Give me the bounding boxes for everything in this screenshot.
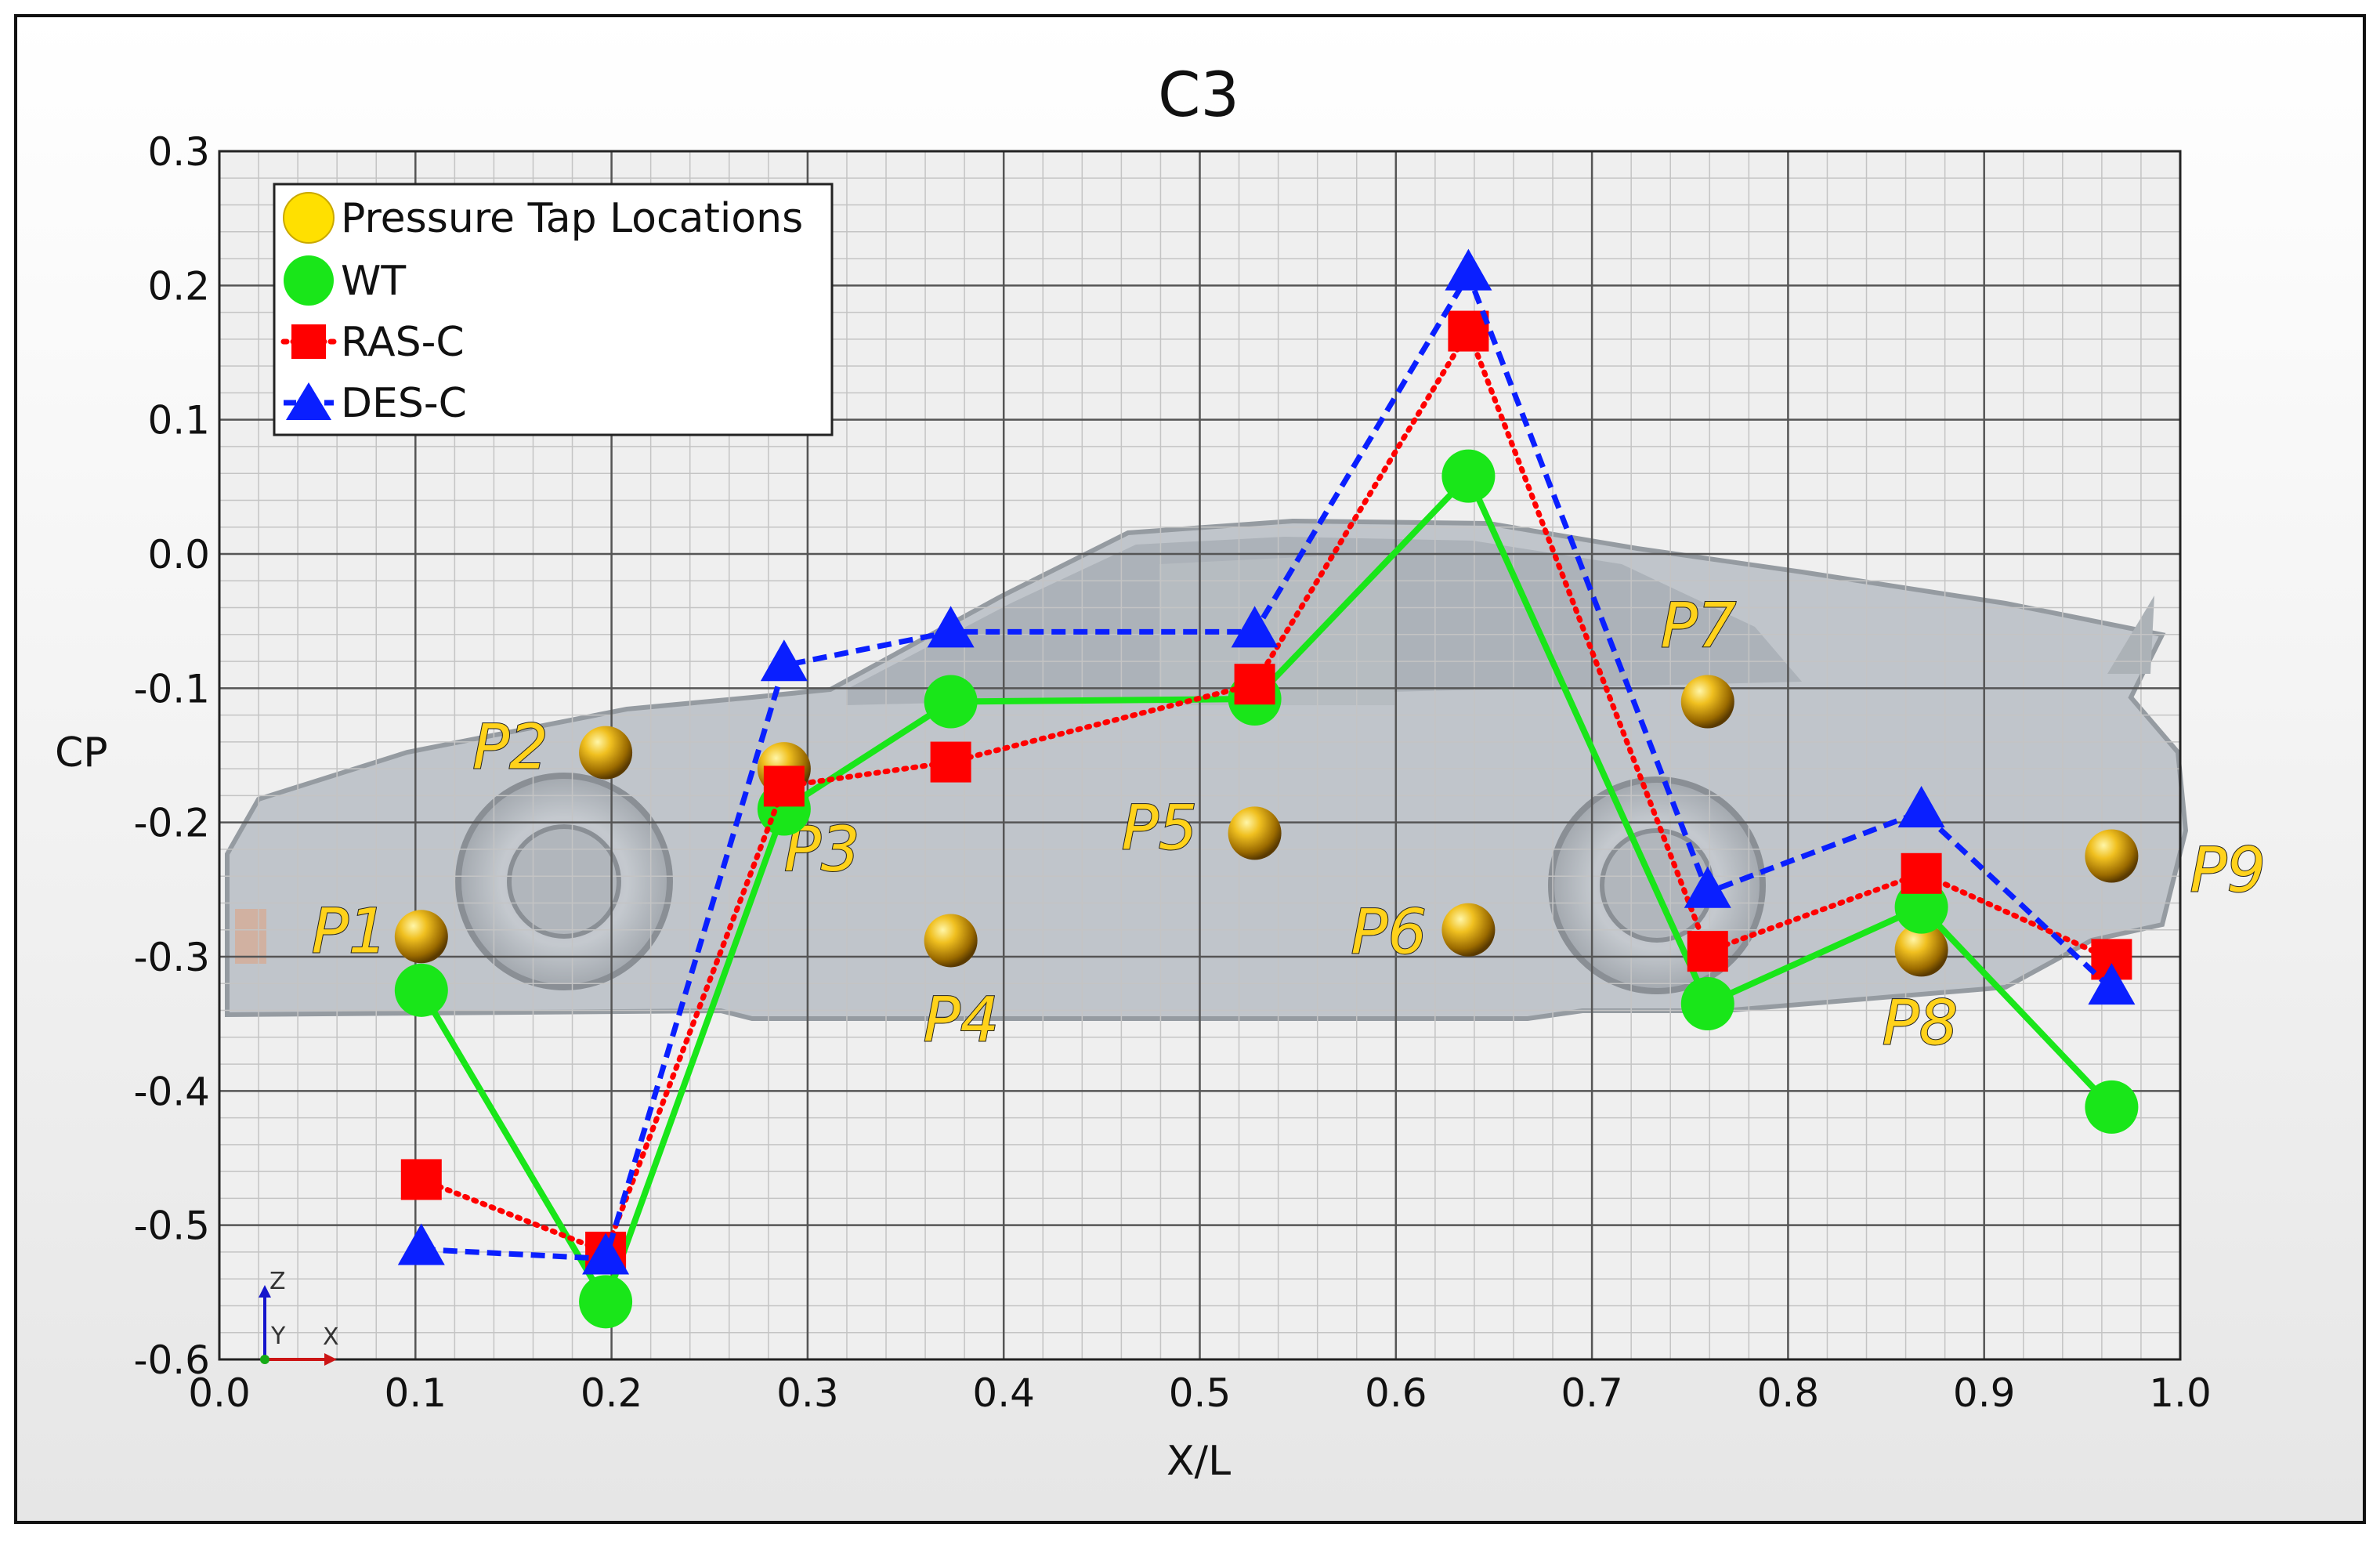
x-tick-label: 0.8 (1757, 1370, 1820, 1416)
pressure-tap-label: P6 (1351, 898, 1427, 968)
x-tick-label: 0.2 (581, 1370, 643, 1416)
plot-border (218, 150, 2182, 1361)
point-des-c (1684, 866, 1731, 908)
triad-y-label: Y (270, 1323, 286, 1350)
point-wt (924, 675, 978, 729)
legend-wt-marker (284, 255, 334, 306)
pressure-tap-p8 (1894, 923, 1948, 977)
pressure-tap-p4 (924, 914, 978, 968)
front-light (235, 909, 266, 964)
point-des-c (1231, 606, 1279, 648)
legend-label-ras: RAS-C (341, 319, 465, 366)
pressure-tap-label: P5 (1122, 793, 1198, 863)
pressure-tap-label: P4 (924, 985, 1000, 1055)
x-tick-label: 0.3 (776, 1370, 839, 1416)
y-tick-label: -0.3 (133, 935, 210, 980)
x-tick-label: 0.4 (972, 1370, 1035, 1416)
y-tick-label: 0.0 (147, 532, 210, 577)
point-ras-c (763, 766, 805, 807)
x-tick-label: 0.1 (385, 1370, 447, 1416)
point-des-c (760, 639, 808, 682)
front-hub (507, 824, 621, 939)
legend-des-marker (286, 382, 331, 420)
point-des-c (927, 606, 975, 648)
pressure-tap-p6 (1441, 903, 1496, 957)
point-ras-c (930, 741, 971, 783)
x-tick-label: 0.5 (1169, 1370, 1232, 1416)
x-tick-label: 0.7 (1561, 1370, 1623, 1416)
x-axis-label: X/L (1166, 1438, 1231, 1485)
pressure-tap-p9 (2085, 829, 2139, 883)
legend-label-taps: Pressure Tap Locations (341, 195, 803, 242)
y-tick-label: 0.1 (147, 398, 210, 443)
legend-ras-marker (291, 324, 326, 359)
y-tick-label: -0.6 (133, 1337, 210, 1383)
car-door-mesh (1159, 552, 1394, 705)
point-wt (579, 1275, 633, 1329)
x-tick-label: 1.0 (2149, 1370, 2212, 1416)
y-tick-label: -0.2 (133, 801, 210, 846)
point-ras-c (400, 1159, 442, 1200)
axis-ticks: 0.0 0.1 0.2 0.3 0.4 0.5 0.6 0.7 0.8 0.9 1.0 0.3 0.2 0… (133, 129, 2211, 1416)
pressure-tap-label: P7 (1661, 591, 1737, 661)
triad-x-label: X (323, 1323, 339, 1351)
y-axis-label: CP (55, 729, 108, 776)
pressure-tap-label: P1 (312, 896, 388, 967)
point-ras-c (1234, 664, 1275, 705)
legend-label-des: DES-C (341, 380, 467, 427)
point-wt (1441, 449, 1496, 503)
x-tick-label: 0.0 (188, 1370, 251, 1416)
legend-entry-des: DES-C (284, 380, 467, 427)
point-des-c (1445, 248, 1492, 291)
legend-entry-taps: Pressure Tap Locations (283, 192, 803, 244)
pressure-tap-label: P9 (2190, 836, 2266, 907)
triad-x-arrow (324, 1353, 337, 1366)
x-tick-label: 0.6 (1365, 1370, 1427, 1416)
point-des-c (1897, 785, 1945, 827)
y-tick-label: -0.5 (133, 1204, 210, 1249)
legend-tap-marker (283, 192, 335, 244)
pressure-tap-p1 (394, 910, 448, 964)
legend: Pressure Tap Locations WT RAS-C DES-C (273, 183, 834, 436)
y-tick-label: 0.2 (147, 263, 210, 309)
point-des-c (2088, 963, 2136, 1005)
series-layer (394, 248, 2139, 1329)
legend-box (273, 183, 834, 436)
triad-z-arrow (259, 1285, 271, 1298)
point-wt (394, 963, 448, 1017)
y-tick-label: -0.1 (133, 666, 210, 711)
pressure-tap-p7 (1680, 675, 1734, 729)
x-tick-label: 0.9 (1953, 1370, 2016, 1416)
pressure-tap-label: P2 (472, 713, 548, 784)
point-wt (2085, 1080, 2139, 1134)
triad-z-label: Z (269, 1268, 286, 1295)
legend-entry-ras: RAS-C (280, 319, 465, 366)
triad-origin (260, 1355, 269, 1364)
axis-triad: Z Y X (259, 1268, 339, 1366)
point-ras-c (1448, 310, 1489, 352)
chart-title: C3 (1158, 60, 1239, 131)
y-tick-label: -0.4 (133, 1069, 210, 1114)
point-des-c (582, 1233, 630, 1275)
point-ras-c (1687, 931, 1728, 972)
point-ras-c (1901, 852, 1942, 894)
pressure-tap-label: P8 (1883, 988, 1959, 1059)
pressure-tap-p5 (1228, 806, 1282, 860)
legend-entry-wt: WT (284, 255, 406, 306)
y-tick-label: 0.3 (147, 129, 210, 175)
point-wt (1680, 976, 1734, 1030)
legend-label-wt: WT (341, 258, 406, 305)
point-des-c (397, 1223, 445, 1265)
pressure-tap-p2 (579, 726, 633, 780)
